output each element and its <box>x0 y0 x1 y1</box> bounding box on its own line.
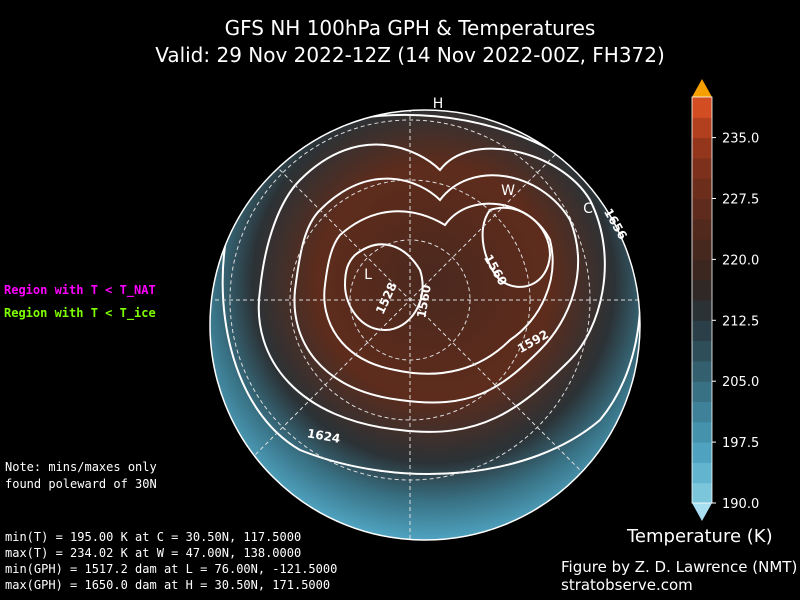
colorbar-tick-label: 220.0 <box>722 253 759 268</box>
colorbar-segment <box>692 178 712 199</box>
stat-line: min(GPH) = 1517.2 dam at L = 76.00N, -12… <box>5 562 337 576</box>
colorbar-segment <box>692 97 712 118</box>
stat-line: max(GPH) = 1650.0 dam at H = 30.50N, 171… <box>5 578 330 592</box>
marker-low: L <box>364 267 372 283</box>
contour <box>221 113 640 475</box>
colorbar-tick-label: 227.5 <box>722 193 759 208</box>
colorbar-segment <box>692 218 712 240</box>
colorbar: 190.0 197.5 205.0 212.5 220.0 227.5 235.0 <box>691 79 759 521</box>
contour <box>293 174 579 404</box>
meridian <box>249 139 581 471</box>
legend-ice: Region with T < T_ice <box>4 306 156 321</box>
colorbar-tick-label: 197.5 <box>722 436 759 451</box>
marker-high: H <box>433 96 444 112</box>
colorbar-segment <box>692 442 712 463</box>
credit: stratobserve.com <box>561 576 693 594</box>
legend-nat: Region with T < T_NAT <box>4 283 156 298</box>
colorbar-segment <box>692 482 712 504</box>
colorbar-label: Temperature (K) <box>626 526 773 547</box>
colorbar-segment <box>692 421 712 443</box>
stat-line: min(T) = 195.00 K at C = 30.50N, 117.500… <box>5 530 301 544</box>
colorbar-segment <box>692 300 712 321</box>
colorbar-segment <box>692 198 712 220</box>
colorbar-under <box>692 503 712 521</box>
map: H L W C 1528 1560 1560 1592 1624 1656 <box>209 96 641 541</box>
colorbar-segment <box>692 462 712 484</box>
title: GFS NH 100hPa GPH & Temperatures <box>225 16 596 40</box>
map-disc <box>210 110 640 540</box>
contour <box>481 206 552 288</box>
map-border <box>209 109 641 541</box>
colorbar-segment <box>692 401 712 423</box>
contour <box>343 243 424 332</box>
note-line: Note: mins/maxes only <box>5 460 157 474</box>
colorbar-over <box>692 79 712 97</box>
colorbar-segment <box>692 157 712 179</box>
colorbar-segment <box>692 381 712 402</box>
colorbar-segment <box>692 239 712 260</box>
colorbar-segment <box>692 117 712 139</box>
note-line: found poleward of 30N <box>5 477 157 491</box>
colorbar-segment <box>692 259 712 281</box>
colorbar-segment <box>692 340 712 362</box>
contour-label: 1560 <box>414 284 434 319</box>
contour-label: 1624 <box>306 426 341 446</box>
marker-warm: W <box>501 183 515 199</box>
graticule <box>210 110 640 540</box>
contour <box>323 202 554 375</box>
colorbar-tick-label: 190.0 <box>722 497 759 512</box>
stat-line: max(T) = 234.02 K at W = 47.00N, 138.000… <box>5 546 301 560</box>
credit: Figure by Z. D. Lawrence (NMT) <box>561 558 797 576</box>
colorbar-tick-label: 212.5 <box>722 314 759 329</box>
colorbar-segment <box>692 320 712 342</box>
contour <box>257 143 606 433</box>
colorbar-tick-label: 235.0 <box>722 132 759 147</box>
meridian <box>239 129 581 471</box>
marker-cold: C <box>583 201 593 217</box>
subtitle: Valid: 29 Nov 2022-12Z (14 Nov 2022-00Z,… <box>155 43 665 67</box>
map-contours <box>221 113 640 475</box>
colorbar-segment <box>692 137 712 159</box>
colorbar-frame <box>691 96 713 504</box>
colorbar-tick-label: 205.0 <box>722 375 759 390</box>
colorbar-segment <box>692 360 712 382</box>
colorbar-segment <box>692 279 712 301</box>
